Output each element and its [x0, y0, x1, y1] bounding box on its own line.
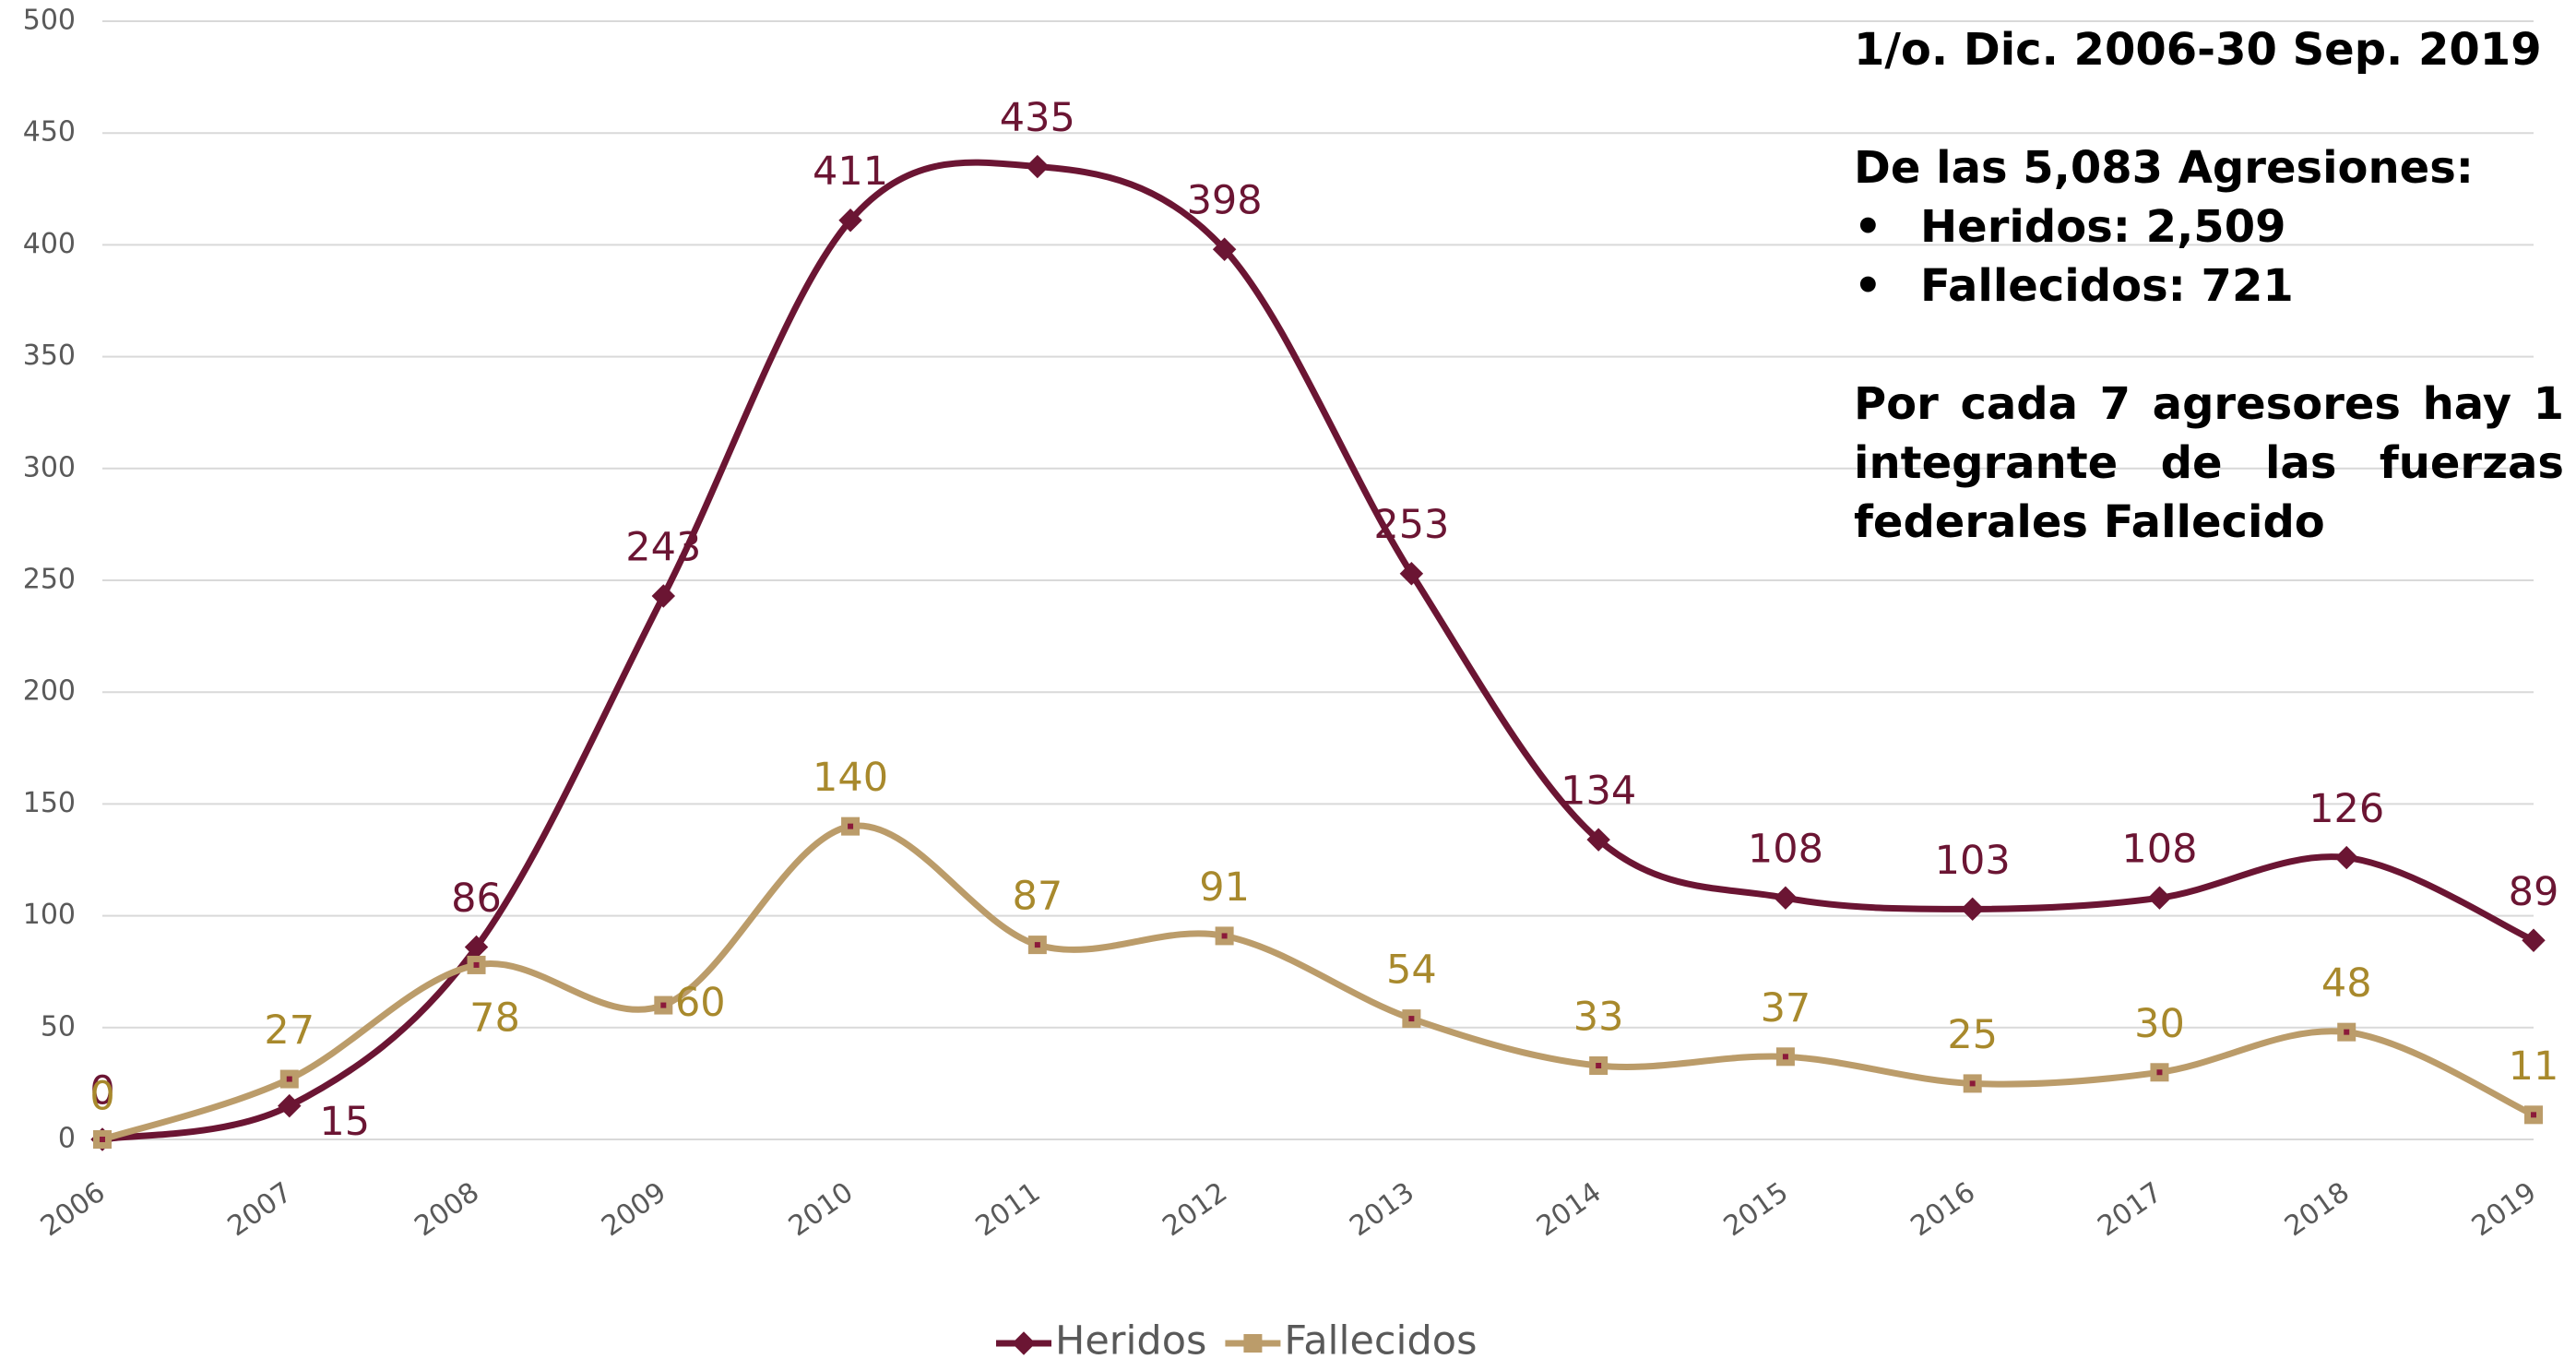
marker-center [660, 1003, 666, 1008]
y-tick-label: 0 [58, 1123, 76, 1155]
data-label: 25 [1947, 1012, 1998, 1058]
y-tick-label: 150 [23, 787, 76, 819]
marker-center [1970, 1080, 1976, 1086]
marker-center [1222, 933, 1228, 938]
x-tick-label: 2011 [970, 1176, 1047, 1243]
marker [1961, 898, 1984, 921]
data-label: 103 [1935, 838, 2011, 884]
marker-center [1783, 1054, 1788, 1059]
data-label: 27 [264, 1007, 315, 1054]
page: 0501001502002503003504004505002006200720… [0, 0, 2576, 1359]
legend-label: Fallecidos [1284, 1318, 1477, 1359]
data-label: 411 [813, 149, 888, 195]
x-tick-label: 2006 [35, 1176, 112, 1243]
marker [2335, 846, 2358, 869]
data-label: 37 [1761, 985, 1811, 1031]
data-label: 253 [1373, 502, 1449, 548]
marker-center [1596, 1063, 1601, 1068]
x-tick-label: 2008 [409, 1176, 485, 1243]
y-tick-label: 200 [23, 675, 76, 708]
data-label: 60 [675, 980, 726, 1026]
data-label: 54 [1386, 948, 1437, 994]
y-tick-label: 450 [23, 116, 76, 149]
marker [2522, 929, 2545, 952]
x-tick-label: 2018 [2279, 1176, 2356, 1243]
marker-center [1035, 942, 1040, 948]
data-label: 15 [319, 1099, 370, 1145]
data-label: 48 [2321, 960, 2372, 1007]
data-label: 134 [1561, 769, 1636, 815]
marker-center [2156, 1069, 2162, 1075]
marker-center [1408, 1016, 1414, 1021]
x-tick-label: 2015 [1718, 1176, 1795, 1243]
x-tick-label: 2019 [2466, 1176, 2543, 1243]
legend-label: Heridos [1055, 1318, 1206, 1359]
data-label: 398 [1187, 178, 1263, 224]
marker [2148, 886, 2171, 909]
marker-center [287, 1077, 292, 1082]
period: 1/o. Dic. 2006-30 Sep. 2019 [1854, 20, 2564, 79]
legend-marker [1012, 1331, 1035, 1354]
series-line [102, 826, 2534, 1139]
annotations: 1/o. Dic. 2006-30 Sep. 2019 De las 5,083… [1854, 20, 2564, 552]
x-tick-label: 2009 [596, 1176, 672, 1243]
data-label: 108 [2121, 827, 2197, 873]
marker-center [100, 1137, 105, 1142]
bullet: Heridos: 2,509 [1854, 197, 2564, 256]
data-label: 0 [89, 1074, 114, 1120]
marker-center [2344, 1030, 2349, 1035]
data-label: 33 [1573, 995, 1624, 1041]
marker-center [848, 824, 853, 829]
legend-marker [1243, 1334, 1262, 1353]
x-tick-label: 2012 [1157, 1176, 1233, 1243]
x-tick-label: 2016 [1905, 1176, 1982, 1243]
data-label: 30 [2134, 1001, 2185, 1047]
data-label: 87 [1012, 874, 1062, 920]
y-tick-label: 100 [23, 899, 76, 931]
marker [1026, 155, 1049, 178]
data-label: 91 [1199, 864, 1250, 911]
note: Por cada 7 agresores hay 1 integrante de… [1854, 375, 2564, 552]
data-label: 78 [469, 995, 520, 1041]
x-tick-label: 2007 [222, 1176, 299, 1243]
data-label: 243 [625, 524, 701, 570]
y-tick-label: 250 [23, 564, 76, 596]
x-tick-label: 2013 [1344, 1176, 1420, 1243]
data-label: 11 [2509, 1043, 2559, 1090]
y-tick-label: 300 [23, 451, 76, 483]
marker [1774, 886, 1797, 909]
marker-center [2531, 1112, 2536, 1117]
heading: De las 5,083 Agresiones: [1854, 138, 2564, 197]
data-label: 126 [2309, 786, 2384, 832]
marker [652, 584, 675, 607]
bullet-list: Heridos: 2,509 Fallecidos: 721 [1854, 197, 2564, 316]
marker [278, 1094, 301, 1117]
x-tick-label: 2014 [1531, 1176, 1608, 1243]
y-tick-label: 500 [23, 5, 76, 37]
data-label: 140 [813, 755, 888, 801]
y-tick-label: 50 [41, 1010, 76, 1043]
data-label: 108 [1748, 827, 1823, 873]
data-label: 435 [1000, 95, 1075, 141]
bullet: Fallecidos: 721 [1854, 256, 2564, 316]
y-tick-label: 350 [23, 340, 76, 372]
x-tick-label: 2017 [2092, 1176, 2168, 1243]
y-tick-label: 400 [23, 228, 76, 260]
x-tick-label: 2010 [783, 1176, 860, 1243]
data-label: 89 [2509, 869, 2559, 915]
marker-center [474, 962, 480, 968]
data-label: 86 [451, 876, 502, 922]
